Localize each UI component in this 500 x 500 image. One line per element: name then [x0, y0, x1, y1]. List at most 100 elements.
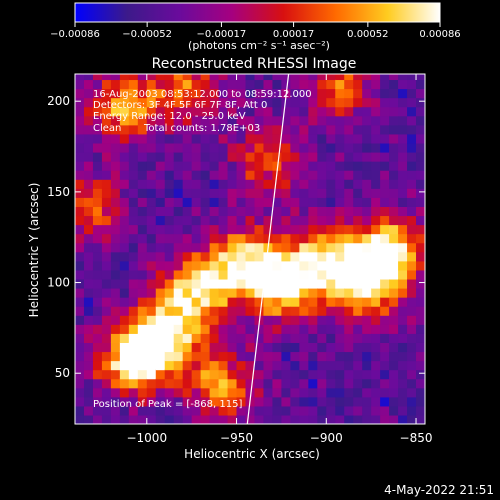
heatmap-cell: [326, 133, 336, 144]
heatmap-cell: [227, 224, 238, 235]
heatmap-cell: [155, 233, 166, 244]
heatmap-cell: [254, 142, 265, 153]
heatmap-cell: [101, 242, 112, 253]
heatmap-cell: [245, 342, 256, 353]
heatmap-cell: [227, 387, 238, 398]
heatmap-cell: [173, 306, 184, 316]
heatmap-cell: [281, 278, 291, 289]
heatmap-cell: [182, 405, 193, 416]
heatmap-cell: [110, 278, 121, 289]
heatmap-cell: [362, 115, 372, 126]
heatmap-cell: [398, 97, 408, 108]
heatmap-cell: [164, 79, 175, 90]
heatmap-cell: [416, 269, 425, 280]
heatmap-cell: [344, 215, 354, 226]
heatmap-cell: [380, 369, 390, 380]
heatmap-cell: [299, 115, 309, 126]
heatmap-cell: [128, 215, 139, 226]
heatmap-cell: [398, 287, 408, 298]
heatmap-cell: [209, 306, 220, 316]
heatmap-cell: [362, 396, 372, 407]
heatmap-cell: [407, 260, 417, 271]
heatmap-cell: [353, 115, 363, 126]
heatmap-cell: [290, 414, 300, 424]
heatmap-cell: [164, 297, 175, 307]
heatmap-cell: [128, 360, 139, 371]
heatmap-cell: [398, 269, 408, 280]
heatmap-cell: [407, 387, 417, 398]
heatmap-cell: [371, 414, 381, 424]
heatmap-cell: [335, 387, 345, 398]
heatmap-cell: [407, 414, 417, 424]
heatmap-cell: [317, 287, 327, 298]
heatmap-cell: [128, 79, 139, 90]
heatmap-cell: [362, 342, 372, 353]
heatmap-cell: [245, 188, 256, 198]
heatmap-cell: [317, 151, 327, 162]
heatmap-cell: [416, 133, 425, 144]
heatmap-cell: [371, 369, 381, 380]
heatmap-cell: [263, 369, 274, 380]
heatmap-cell: [200, 306, 211, 316]
heatmap-cell: [110, 151, 121, 162]
heatmap-cell: [272, 251, 283, 262]
heatmap-cell: [164, 387, 175, 398]
heatmap-cell: [182, 369, 193, 380]
heatmap-cell: [92, 206, 103, 217]
heatmap-cell: [227, 106, 238, 117]
heatmap-cell: [353, 215, 363, 226]
heatmap-cell: [92, 233, 103, 244]
heatmap-cell: [326, 260, 336, 271]
heatmap-cell: [362, 106, 372, 117]
heatmap-cell: [362, 269, 372, 280]
heatmap-cell: [281, 242, 291, 253]
heatmap-cell: [137, 269, 148, 280]
heatmap-cell: [290, 97, 300, 108]
heatmap-cell: [245, 170, 256, 180]
heatmap-cell: [362, 297, 372, 307]
heatmap-cell: [173, 142, 184, 153]
heatmap-cell: [398, 306, 408, 316]
heatmap-cell: [146, 115, 157, 126]
heatmap-cell: [263, 106, 274, 117]
heatmap-cell: [200, 151, 211, 162]
heatmap-cell: [236, 233, 247, 244]
heatmap-cell: [353, 360, 363, 371]
heatmap-cell: [317, 414, 327, 424]
heatmap-cell: [263, 161, 274, 171]
heatmap-cell: [110, 269, 121, 280]
heatmap-cell: [290, 106, 300, 117]
heatmap-cell: [344, 151, 354, 162]
heatmap-cell: [308, 369, 318, 380]
heatmap-cell: [146, 342, 157, 353]
heatmap-cell: [164, 170, 175, 180]
heatmap-cell: [227, 405, 238, 416]
annotation-clean: Clean: [93, 123, 121, 134]
heatmap-cell: [155, 342, 166, 353]
heatmap-cell: [335, 269, 345, 280]
heatmap-cell: [362, 260, 372, 271]
y-tick-label: 50: [55, 366, 70, 380]
heatmap-cell: [263, 124, 274, 135]
heatmap-cell: [281, 287, 291, 298]
heatmap-cell: [326, 297, 336, 307]
heatmap-cell: [281, 151, 291, 162]
heatmap-cell: [407, 278, 417, 289]
heatmap-cell: [155, 88, 166, 99]
heatmap-cell: [353, 133, 363, 144]
heatmap-cell: [146, 206, 157, 217]
annotation-peak: Position of Peak = [-868, 115]: [93, 399, 242, 410]
heatmap-cell: [128, 142, 139, 153]
heatmap-cell: [200, 115, 211, 126]
heatmap-cell: [335, 260, 345, 271]
heatmap-cell: [353, 224, 363, 235]
heatmap-cell: [101, 224, 112, 235]
heatmap-cell: [83, 269, 94, 280]
heatmap-cell: [128, 179, 139, 189]
heatmap-cell: [209, 115, 220, 126]
heatmap-cell: [308, 151, 318, 162]
heatmap-cell: [227, 97, 238, 108]
heatmap-cell: [128, 206, 139, 217]
heatmap-cell: [353, 233, 363, 244]
heatmap-cell: [335, 324, 345, 334]
